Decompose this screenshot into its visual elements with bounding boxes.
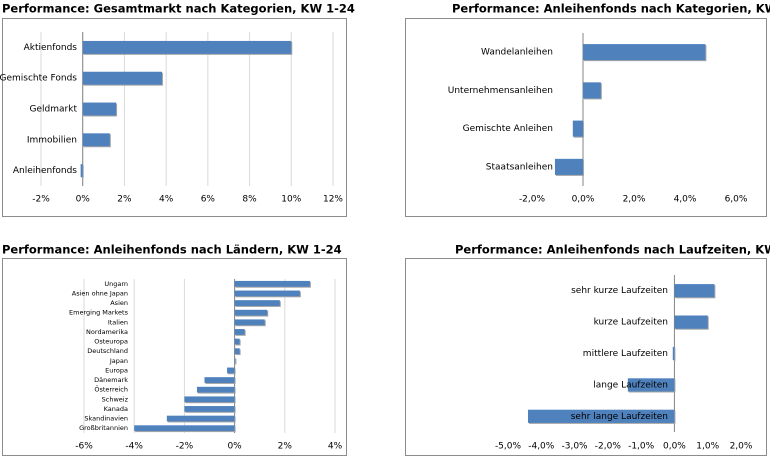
x-tick-label: 10% [281, 195, 301, 205]
bar [583, 82, 601, 99]
category-label: kurze Laufzeiten [594, 318, 668, 328]
bar [234, 319, 265, 326]
category-label: Gemischte Anleihen [463, 124, 553, 134]
category-label: mittlere Laufzeiten [583, 349, 668, 359]
x-tick-label: 0,0% [663, 442, 686, 452]
category-label: Geldmarkt [30, 105, 78, 115]
category-label: Skandinavien [84, 415, 128, 423]
category-label: Österreich [94, 385, 128, 394]
x-tick-label: -4,0% [528, 442, 555, 452]
category-label: Asien ohne Japan [72, 289, 128, 297]
x-tick-label: 2,0% [730, 442, 753, 452]
x-tick-label: 0% [227, 442, 242, 452]
x-tick-label: 2% [117, 195, 132, 205]
bar [82, 102, 117, 116]
category-label: Unternehmensanleihen [448, 86, 553, 96]
bar [234, 309, 268, 316]
chart-title: Performance: Gesamtmarkt nach Kategorien… [2, 2, 355, 16]
bar [554, 158, 583, 175]
bar [204, 377, 235, 383]
x-tick-label: -2% [176, 442, 194, 452]
category-label: Emerging Markets [69, 309, 129, 317]
category-label: Staatsanleihen [486, 162, 553, 172]
x-tick-label: -5,0% [495, 442, 522, 452]
chart-title: Performance: Anleihenfonds nach Ländern,… [2, 243, 342, 257]
category-label: Osteuropa [94, 338, 128, 346]
bar [234, 290, 300, 297]
bar [234, 300, 280, 306]
x-tick-label: -1,0% [628, 442, 655, 452]
bar [234, 338, 240, 345]
bar [572, 120, 583, 137]
x-tick-label: 4% [328, 442, 343, 452]
x-tick-label: 8% [242, 195, 257, 205]
bar [80, 164, 83, 178]
x-tick-label: 6% [201, 195, 216, 205]
x-tick-label: -3,0% [562, 442, 589, 452]
category-label: Asien [110, 299, 128, 307]
category-label: Kanada [104, 405, 128, 413]
category-label: Nordamerika [86, 328, 128, 336]
bar [184, 406, 235, 412]
x-tick-label: -2,0% [595, 442, 622, 452]
category-label: lange Laufzeiten [593, 380, 668, 390]
category-label: Immobilien [27, 135, 77, 145]
category-label: Großbritannien [79, 424, 128, 432]
x-tick-label: 0,0% [572, 195, 595, 205]
x-tick-label: 1,0% [696, 442, 719, 452]
category-label: Wandelanleihen [481, 48, 553, 58]
bar [234, 348, 240, 355]
bar [184, 396, 235, 403]
x-tick-label: -6% [75, 442, 93, 452]
x-tick-label: 2% [278, 442, 293, 452]
category-label: Aktienfonds [24, 43, 78, 53]
category-label: Italien [108, 318, 128, 326]
bar [82, 71, 162, 85]
bar [196, 386, 235, 393]
bar [166, 415, 235, 422]
category-label: Anleihenfonds [13, 166, 77, 176]
x-tick-label: 6,0% [725, 195, 748, 205]
x-tick-label: 12% [323, 195, 343, 205]
x-tick-label: 0% [76, 195, 91, 205]
chart-title: Performance: Anleihenfonds nach Kategori… [452, 2, 770, 16]
category-label: sehr lange Laufzeiten [571, 412, 668, 422]
bar [227, 367, 235, 374]
x-tick-label: -2,0% [519, 195, 546, 205]
x-tick-label: -4% [125, 442, 143, 452]
bar [134, 425, 235, 432]
bar [627, 378, 675, 392]
category-label: Deutschland [87, 347, 128, 355]
x-tick-label: 4,0% [674, 195, 697, 205]
category-label: Europa [105, 366, 128, 374]
chart-title: Performance: Anleihenfonds nach Laufzeit… [455, 243, 770, 257]
bar [234, 329, 245, 335]
category-label: sehr kurze Laufzeiten [571, 286, 668, 296]
bar [82, 133, 110, 147]
category-label: Dänemark [94, 376, 128, 384]
category-label: Gemischte Fonds [0, 74, 77, 84]
category-label: Japan [109, 357, 128, 365]
bar [674, 284, 715, 298]
bar [82, 40, 292, 54]
bar [527, 409, 675, 423]
x-tick-label: 2,0% [623, 195, 646, 205]
bar [674, 315, 708, 329]
category-label: Ungarn [104, 280, 128, 288]
x-tick-label: 4% [159, 195, 174, 205]
bar [583, 44, 706, 61]
x-tick-label: -2% [32, 195, 50, 205]
category-label: Schweiz [102, 395, 129, 403]
bar [672, 346, 675, 361]
bar [234, 357, 236, 364]
bar [234, 280, 310, 287]
